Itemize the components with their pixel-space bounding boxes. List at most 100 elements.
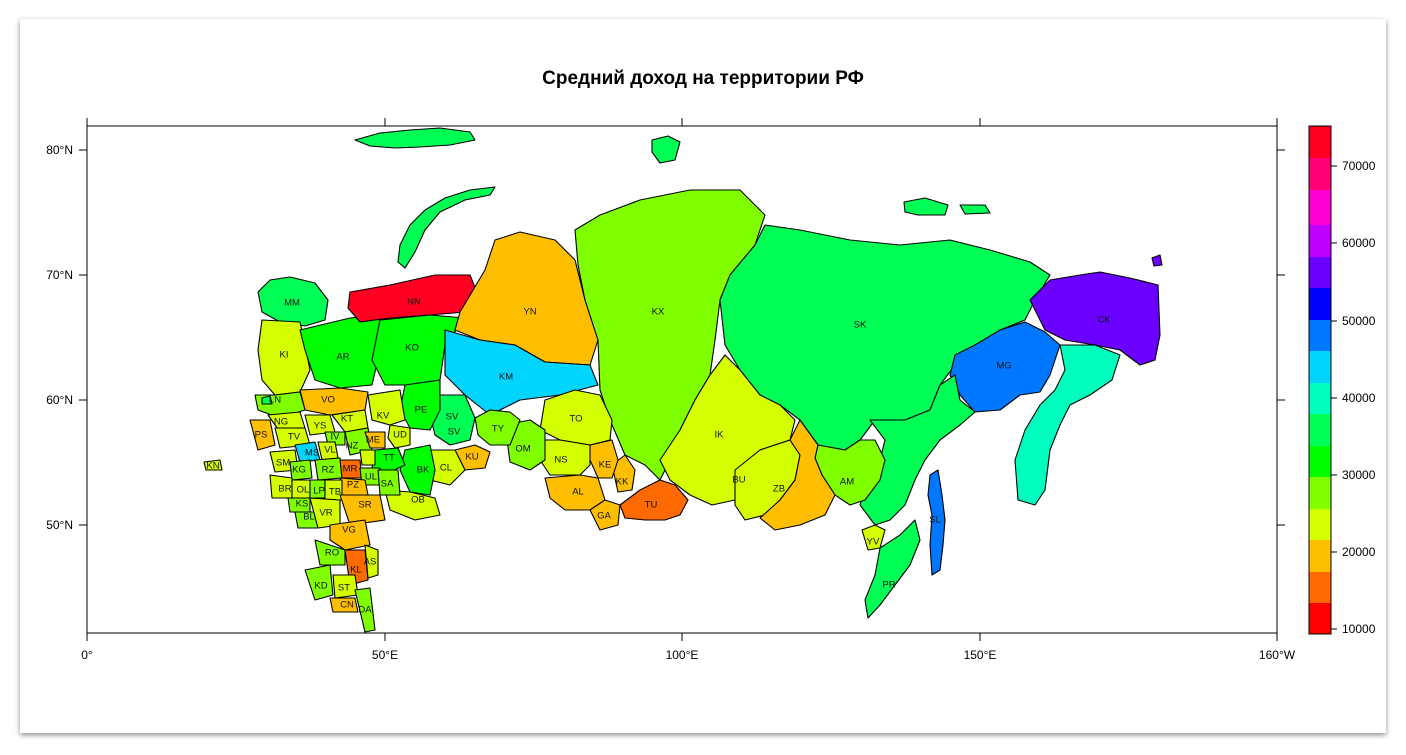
legend-tick-label: 70000 [1342,159,1376,173]
label-kt: KT [341,414,353,425]
label-as: AS [364,557,377,568]
label-bu: BU [732,475,745,486]
label-am: AM [840,477,854,488]
label-ty: TY [492,424,505,435]
region-ps [249,419,276,451]
label-cn: CN [340,600,354,611]
region-me [364,431,386,449]
legend-swatch [1309,477,1331,509]
label-iv: IV [331,432,341,443]
region-sa [377,469,401,496]
label-tv: TV [288,432,301,443]
label-ro: RO [325,548,339,559]
region-mm [257,276,329,327]
region-zb [759,419,836,531]
label-vg: VG [342,525,356,536]
region-mg [949,321,1061,413]
legend-swatch [1309,225,1331,257]
region-kn [203,459,223,471]
label-to: TO [569,414,582,425]
label-sr: SR [358,500,371,511]
label-om: OM [515,444,530,455]
region-as [364,544,379,579]
label-me: ME [366,435,380,446]
label-rz: RZ [322,465,335,476]
label-bl: BL [303,512,315,523]
region-tu [619,479,689,521]
legend-swatch [1309,351,1331,383]
label-pe: PE [415,405,428,416]
label-ik: IK [715,430,725,441]
label-yn: YN [523,307,536,318]
label-zb: ZB [773,484,785,495]
label-vo: VO [321,395,335,406]
label-mm: MM [284,298,300,309]
x-tick-label: 50°E [372,648,398,662]
region-franz-josef [354,127,476,149]
label-lp: LP [313,486,325,497]
label-km: KM [499,372,513,383]
region-novosibirsk-islands-2 [959,204,991,215]
label-sl: SL [929,515,941,526]
label-sv-2: SV [448,427,461,438]
x-tick-label: 100°E [666,648,699,662]
label-ar: AR [336,352,349,363]
y-tick-label: 80°N [46,143,73,157]
label-kx: KX [652,307,665,318]
legend-tick-label: 20000 [1342,545,1376,559]
legend-swatch [1309,414,1331,446]
label-tt: TT [383,453,395,464]
label-vr: VR [319,508,332,519]
axis-ticks [79,118,1285,641]
label-pr: PR [882,580,895,591]
legend-border [1308,125,1332,635]
label-kv: KV [377,411,390,422]
label-mr: MR [343,464,358,475]
x-tick-label: 150°E [964,648,997,662]
region-ck [1029,271,1161,366]
label-st: ST [338,583,350,594]
region-severnaya-zemlya [651,135,681,164]
legend-tick-label: 60000 [1342,236,1376,250]
region-kk [611,454,636,493]
legend-swatch [1309,126,1331,158]
label-pz: PZ [347,480,359,491]
label-ku: KU [465,452,478,463]
region-da [354,587,376,633]
color-legend: 70000 60000 50000 40000 30000 20000 1000… [1308,125,1376,636]
legend-swatch [1309,509,1331,540]
label-ys: YS [314,421,327,432]
label-yv: YV [867,537,880,548]
legend-tick-label: 30000 [1342,468,1376,482]
label-ns: NS [554,455,567,466]
label-nn: NN [407,297,421,308]
region-wrangel [1151,254,1163,267]
label-ul: UL [365,472,377,483]
legend-tick-label: 50000 [1342,314,1376,328]
region-to [539,389,613,446]
region-caucasus [329,597,359,613]
label-mg: MG [996,361,1011,372]
map-title: Средний доход на территории РФ [542,68,864,89]
region-cv [359,449,376,466]
label-ps: PS [255,430,268,441]
region-novaya-zemlya [397,186,496,269]
label-kl: KL [350,565,362,576]
label-kk: KK [616,477,629,488]
label-sm: SM [276,458,290,469]
label-ko: KO [405,343,419,354]
label-vl: VL [324,445,336,456]
region-kv [367,389,406,426]
legend-swatch [1309,603,1331,634]
region-km [444,329,599,416]
legend-swatch [1309,288,1331,320]
region-kd [304,564,334,601]
label-ms: MS [305,448,319,459]
legend-swatch [1309,446,1331,477]
label-tb: TB [329,487,341,498]
region-kamchatka [1014,344,1121,506]
region-ud [387,424,411,449]
label-ng: NG [274,417,288,428]
label-bk: BK [417,465,430,476]
region-bk [399,444,436,496]
